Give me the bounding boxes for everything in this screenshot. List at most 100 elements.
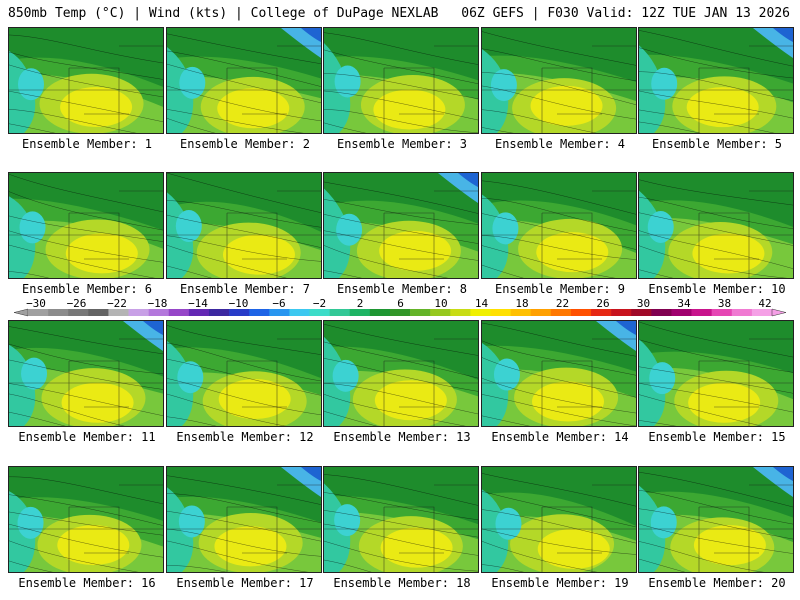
wind-streamline xyxy=(167,393,287,426)
wind-streamline xyxy=(324,323,478,356)
state-borders xyxy=(9,338,163,426)
colorbar-high-arrow xyxy=(771,308,787,317)
wind-streamline xyxy=(9,476,163,505)
ensemble-member-label: Ensemble Member: 9 xyxy=(494,282,626,296)
state-borders xyxy=(482,190,636,278)
wind-streamline xyxy=(167,475,321,505)
colorbar-swatch xyxy=(751,309,773,316)
colorbar-swatch xyxy=(510,309,532,316)
ensemble-panel: Ensemble Member: 5 xyxy=(638,27,794,151)
field-cold-west xyxy=(482,489,509,572)
ensemble-panel: Ensemble Member: 20 xyxy=(638,466,794,590)
wind-streamline xyxy=(9,383,163,416)
colorbar-low-arrow xyxy=(13,308,29,317)
temperature-colorbar xyxy=(13,308,787,317)
wind-streamline xyxy=(324,523,478,556)
field-warm-core xyxy=(537,528,610,569)
field-cold-pocket xyxy=(649,362,676,395)
colorbar-tick-label: −26 xyxy=(66,297,87,310)
wind-streamline xyxy=(639,420,677,426)
colorbar-swatch xyxy=(148,309,170,316)
wind-streamline xyxy=(639,490,793,525)
wind-streamline xyxy=(167,540,309,572)
field-cold-pocket xyxy=(492,212,519,245)
wind-streamline xyxy=(9,560,53,572)
wind-streamline xyxy=(324,214,478,244)
temperature-map xyxy=(481,466,637,573)
temperature-map xyxy=(166,466,322,573)
wind-streamline xyxy=(9,108,137,133)
colorbar-tick-label: −18 xyxy=(147,297,168,310)
wind-streamline xyxy=(639,269,674,278)
wind-streamline xyxy=(482,31,636,66)
wind-streamline xyxy=(167,235,321,262)
field-cold-pocket xyxy=(647,210,674,243)
wind-streamline xyxy=(9,494,163,526)
ensemble-member-label: Ensemble Member: 15 xyxy=(648,430,786,444)
ensemble-member-label: Ensemble Member: 8 xyxy=(336,282,468,296)
colorbar-tick-label: 26 xyxy=(596,297,610,310)
field-warm-core xyxy=(214,526,287,567)
wind-streamline xyxy=(639,90,793,119)
wind-streamline xyxy=(167,50,321,87)
ensemble-panel: Ensemble Member: 10 xyxy=(638,172,794,296)
wind-streamline xyxy=(482,48,636,82)
wind-streamline xyxy=(167,493,321,523)
colorbar-swatch xyxy=(269,309,290,316)
state-borders xyxy=(167,484,321,572)
colorbar-swatch xyxy=(108,309,129,316)
ensemble-panel: Ensemble Member: 1 xyxy=(8,27,164,151)
colorbar-swatch xyxy=(450,309,471,316)
colorbar-swatch xyxy=(188,309,210,316)
wind-streamline xyxy=(324,73,478,100)
ensemble-panel: Ensemble Member: 12 xyxy=(166,320,322,444)
temperature-map xyxy=(8,172,164,279)
state-borders xyxy=(639,190,793,278)
wind-streamline xyxy=(167,33,321,65)
state-borders xyxy=(639,484,793,572)
colorbar-tick-label: 22 xyxy=(555,297,570,310)
ensemble-member-label: Ensemble Member: 13 xyxy=(333,430,471,444)
wind-streamline xyxy=(324,341,478,379)
state-borders xyxy=(639,338,793,426)
field-cold-west xyxy=(9,344,36,426)
wind-streamline xyxy=(482,180,636,215)
field-cold-northeast-core xyxy=(301,467,321,481)
field-cold-pocket xyxy=(21,357,48,390)
wind-streamline xyxy=(9,271,50,278)
ensemble-member-label: Ensemble Member: 3 xyxy=(336,137,468,151)
wind-streamline xyxy=(482,528,636,555)
wind-streamline xyxy=(9,64,163,98)
wind-streamline xyxy=(482,245,616,278)
colorbar-tick-label: 42 xyxy=(758,297,772,310)
wind-streamline xyxy=(324,510,478,538)
field-warm-core xyxy=(692,233,765,274)
wind-streamline xyxy=(167,244,287,278)
wind-streamline xyxy=(639,558,686,572)
ensemble-member-label: Ensemble Member: 17 xyxy=(176,576,314,590)
wind-streamline xyxy=(482,509,636,544)
wind-streamline xyxy=(167,510,321,542)
wind-streamline xyxy=(167,416,217,426)
colorbar-swatch xyxy=(570,309,592,316)
field-cold-west xyxy=(167,487,194,572)
wind-streamline xyxy=(9,34,163,64)
wind-streamline xyxy=(482,85,636,120)
colorbar-tick-label: 38 xyxy=(717,297,732,310)
field-warm-core xyxy=(693,525,766,566)
colorbar-swatch xyxy=(591,309,612,316)
field-warm-core xyxy=(380,527,453,568)
wind-streamline xyxy=(639,541,765,572)
colorbar-tick-label: 34 xyxy=(677,297,691,310)
colorbar-tick-label: 18 xyxy=(515,297,529,310)
field-warm-core xyxy=(217,88,290,129)
ensemble-member-label: Ensemble Member: 16 xyxy=(18,576,156,590)
wind-streamline xyxy=(167,342,321,382)
wind-streamline xyxy=(482,198,636,232)
colorbar-swatch xyxy=(48,309,69,316)
temperature-map xyxy=(323,27,479,134)
field-cold-pocket xyxy=(17,506,44,539)
colorbar-swatch xyxy=(309,309,330,316)
wind-streamline xyxy=(167,109,304,133)
ensemble-member-label: Ensemble Member: 1 xyxy=(21,137,153,151)
